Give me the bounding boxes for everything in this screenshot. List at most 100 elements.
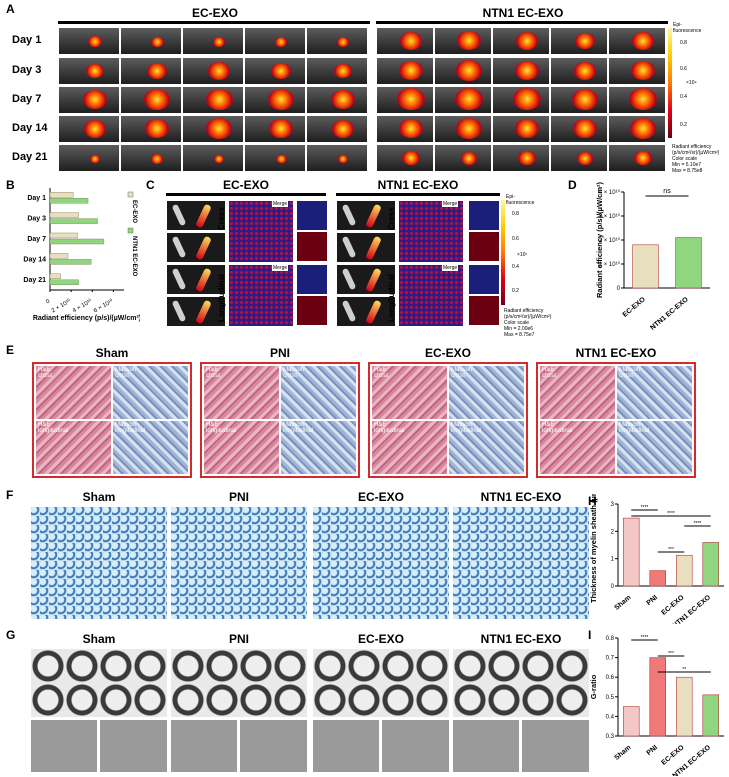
fluorescence-signal	[86, 64, 104, 79]
fluorescence-signal	[338, 155, 348, 163]
fluorescence-signal	[214, 155, 224, 163]
panel-label-f: F	[6, 488, 14, 502]
panel-f-group-title: PNI	[228, 490, 249, 504]
panel-label-b: B	[6, 178, 15, 192]
fluorescence-signal	[268, 89, 294, 110]
fluorescence-signal	[457, 31, 481, 51]
panel-e-frame	[200, 362, 360, 478]
y-tick-label: 3 × 10¹⁰	[599, 213, 621, 220]
fluorescence-signal	[331, 90, 355, 110]
histology-image	[616, 365, 693, 420]
histology-image	[616, 420, 693, 475]
ivis-mouse-image	[306, 115, 368, 143]
semithin-section-image	[452, 506, 590, 620]
ivis-mouse-image	[608, 144, 666, 172]
fluorescence-signal	[84, 120, 106, 138]
stain-label: H&E longitudinal	[206, 422, 237, 434]
significance-annotation: ***	[668, 547, 674, 553]
category-label: Day 3	[27, 216, 46, 223]
y-axis-label: Radiant efficiency (p/s)/(µW/cm²)	[595, 182, 604, 299]
fluorescence-signal	[145, 119, 169, 139]
section-label-cross: Cross	[217, 207, 226, 230]
section-label-cross: Cross	[387, 207, 396, 230]
panel-f-group-title: Sham	[82, 490, 116, 504]
panel-c-colorbar-title: Epi- fluorescence	[506, 194, 535, 206]
panel-a-row-label: Day 14	[12, 122, 48, 134]
longitudinal-merge-image	[398, 264, 464, 327]
y-tick-label: 0.4	[606, 714, 615, 720]
panel-label-c: C	[146, 178, 155, 192]
x-tick-label: 6 × 10¹⁰	[93, 297, 115, 314]
histology-image	[203, 365, 280, 420]
fluorescence-signal	[144, 89, 170, 110]
y-tick-label: 2	[611, 529, 615, 535]
panel-c-colorbar-tick: 0.2	[512, 288, 519, 294]
merge-label: Merge	[272, 201, 289, 207]
fluorescence-signal	[399, 119, 423, 139]
cross-section-merge-image	[398, 200, 464, 263]
significance-annotation: ****	[641, 505, 649, 511]
tem-zoom-image	[99, 719, 168, 773]
fluorescence-signal	[271, 63, 291, 79]
panel-c-group-rule	[336, 193, 500, 196]
significance-annotation: ns	[663, 188, 671, 195]
bar	[49, 218, 98, 224]
panel-e-group-title: Sham	[95, 346, 129, 360]
x-tick-label: PNI	[646, 594, 659, 607]
y-tick-label: 2 × 10¹⁰	[599, 237, 621, 244]
fluorescence-signal	[275, 154, 287, 164]
tem-zoom-image	[312, 719, 380, 773]
fluorescence-signal	[269, 119, 293, 139]
panel-label-g: G	[6, 628, 16, 642]
bar	[676, 676, 693, 737]
bar	[49, 238, 105, 245]
fluorescence-signal	[515, 61, 539, 81]
histology-image	[371, 420, 448, 475]
fluorescence-signal	[632, 32, 654, 50]
fluorescence-signal	[456, 118, 482, 139]
x-tick-label: EC-EXO	[660, 744, 685, 767]
panel-a-colorbar-footer: Radiant efficiency (p/s/cm²/sr)/(µW/cm²)…	[672, 144, 720, 174]
fluorescence-signal	[577, 152, 593, 165]
legend-swatch	[127, 191, 134, 198]
significance-annotation: ****	[641, 635, 649, 641]
x-tick-label: EC-EXO	[622, 296, 647, 319]
x-tick-label: 2 × 10¹⁰	[50, 297, 72, 314]
x-tick-label: Sham	[613, 744, 632, 762]
panel-label-a: A	[6, 2, 15, 16]
fluorescence-signal	[332, 120, 354, 138]
section-label-longitudinal: Longitudinal	[387, 274, 396, 322]
panel-a-group-rule	[58, 21, 370, 24]
panel-c-group-title-ec-exo: EC-EXO	[222, 178, 269, 192]
histology-image	[371, 365, 448, 420]
fluorescence-signal	[513, 88, 541, 111]
tem-image	[312, 648, 450, 718]
fluorescence-signal	[515, 119, 539, 139]
ivis-mouse-image	[550, 27, 608, 55]
stain-label: H&E longitudinal	[542, 422, 573, 434]
fluorescence-signal	[88, 36, 102, 48]
ivis-mouse-image	[306, 57, 368, 85]
histology-image	[35, 420, 112, 475]
ivis-mouse-image	[182, 144, 244, 172]
histology-image	[448, 420, 525, 475]
stain-label: H&E cross	[374, 367, 389, 379]
panel-a-colorbar-tick: 0.2	[680, 122, 687, 128]
tem-zoom-image	[170, 719, 238, 773]
panel-a-colorbar-tick: 0.6	[680, 66, 687, 72]
panel-c-colorbar-footer: Radiant efficiency (p/s/cm²/sr)/(µW/cm²)…	[504, 308, 552, 338]
y-tick-label: 0.7	[606, 656, 615, 662]
fluorescence-signal	[630, 118, 656, 139]
section-label-longitudinal: Longitudinal	[217, 274, 226, 322]
bar	[49, 279, 79, 286]
cross-section-merge-image	[228, 200, 294, 263]
fluorescence-signal	[208, 62, 230, 80]
y-tick-label: 1	[611, 557, 615, 563]
y-tick-label: 1 × 10¹⁰	[599, 261, 621, 268]
panel-c-colorbar-tick: 0.6	[512, 236, 519, 242]
tem-zoom-image	[521, 719, 590, 773]
tem-zoom-image	[452, 719, 520, 773]
ivis-mouse-image	[492, 27, 550, 55]
semithin-section-image	[30, 506, 168, 620]
